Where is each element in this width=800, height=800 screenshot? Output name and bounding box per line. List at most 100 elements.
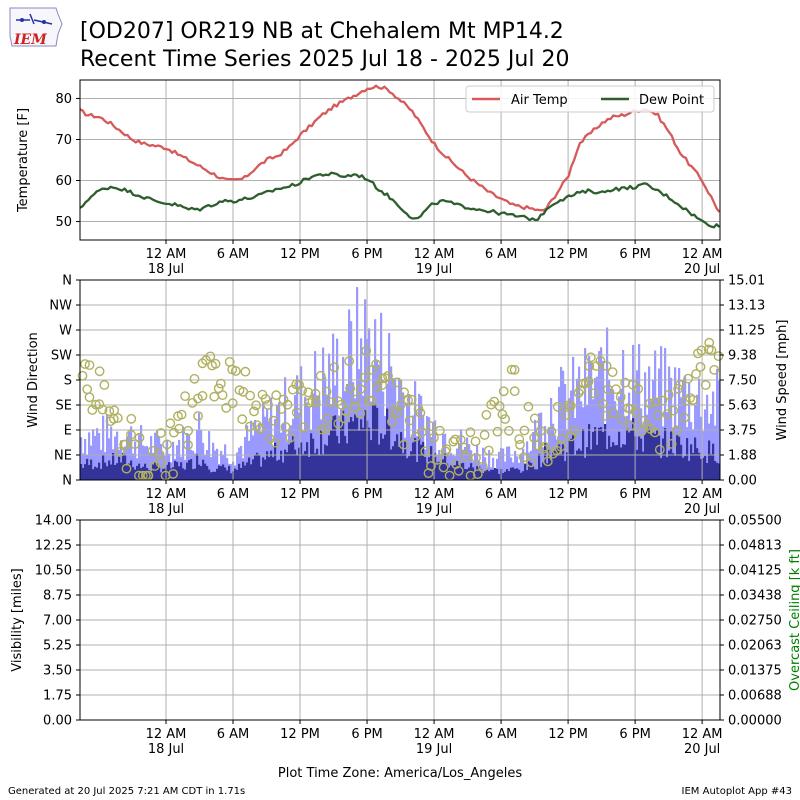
speed-bar-45	[170, 468, 173, 480]
speed-bar-8	[96, 467, 99, 480]
speed-bar-175	[430, 446, 433, 480]
gust-bar-49	[178, 440, 181, 480]
wind-dir-tick-label-0: N	[62, 474, 72, 489]
temperature-ytick-label-3: 80	[55, 92, 72, 107]
gust-bar-67	[214, 450, 217, 480]
speed-bar-94	[268, 457, 271, 480]
speed-bar-57	[194, 468, 197, 480]
ceiling-tick-label-1: 0.00688	[728, 689, 782, 704]
speed-bar-271	[622, 444, 625, 480]
speed-bar-63	[206, 466, 209, 480]
direction-point-242	[671, 425, 682, 436]
speed-bar-293	[666, 457, 669, 480]
speed-bar-205	[490, 469, 493, 480]
speed-bar-269	[618, 431, 621, 480]
gust-bar-241	[562, 370, 565, 480]
speed-bar-104	[288, 444, 291, 480]
wind-direction-label: Wind Direction	[26, 332, 41, 428]
speed-bar-299	[678, 436, 681, 480]
speed-bar-180	[440, 463, 443, 480]
direction-point-188	[538, 444, 548, 454]
speed-bar-249	[578, 448, 581, 480]
speed-bar-169	[418, 437, 421, 480]
speed-bar-286	[652, 432, 655, 480]
ceiling-tick-label-5: 0.03438	[728, 589, 782, 604]
temperature-ytick-label-0: 50	[55, 215, 72, 230]
speed-bar-99	[278, 459, 281, 480]
speed-bar-133	[346, 443, 349, 480]
speed-bar-316	[712, 443, 715, 480]
gust-bar-31	[142, 445, 145, 480]
speed-bar-113	[306, 442, 309, 480]
direction-point-254	[700, 380, 711, 390]
gust-bar-42	[164, 455, 167, 480]
speed-bar-62	[204, 463, 207, 480]
gust-bar-214	[508, 446, 511, 480]
visibility-tick-label-3: 5.25	[43, 639, 72, 654]
gust-bar-164	[408, 394, 411, 480]
speed-bar-185	[450, 465, 453, 480]
direction-point-218	[611, 384, 621, 394]
speed-bar-96	[272, 457, 275, 480]
speed-bar-91	[262, 457, 265, 480]
direction-point-108	[341, 406, 351, 417]
gust-bar-176	[432, 422, 435, 480]
gust-bar-206	[492, 457, 495, 480]
direction-point-6	[91, 399, 101, 410]
speed-bar-19	[118, 455, 121, 480]
direction-point-253	[696, 345, 707, 356]
speed-bar-35	[150, 471, 153, 480]
direction-point-258	[709, 364, 720, 375]
gust-bar-260	[600, 347, 603, 480]
speed-bar-172	[424, 457, 427, 480]
speed-bar-16	[112, 453, 115, 480]
wind-xtick-date-0: 18 Jul	[148, 502, 184, 517]
gust-bar-279	[638, 344, 641, 480]
speed-bar-12	[104, 462, 107, 480]
speed-bar-189	[458, 464, 461, 480]
speed-bar-301	[682, 457, 685, 480]
direction-point-158	[465, 427, 476, 438]
visibility-tick-label-4: 7.00	[43, 614, 72, 629]
speed-bar-107	[294, 449, 297, 480]
speed-bar-216	[512, 467, 515, 480]
direction-point-144	[428, 432, 439, 443]
direction-point-140	[420, 446, 431, 457]
speed-bar-117	[314, 453, 317, 480]
direction-point-235	[653, 410, 663, 420]
speed-bar-88	[256, 452, 259, 480]
gust-bar-197	[474, 453, 477, 480]
gust-bar-68	[216, 448, 219, 480]
speed-bar-291	[662, 438, 665, 480]
wind-direction-markers	[77, 337, 724, 481]
gust-bar-167	[414, 381, 417, 480]
speed-bar-2	[84, 464, 87, 480]
direction-point-252	[695, 361, 706, 372]
speed-bar-221	[522, 471, 525, 480]
app-note: IEM Autoplot App #43	[682, 786, 792, 797]
speed-bar-97	[274, 442, 277, 480]
direction-point-133	[403, 395, 413, 406]
gust-bar-134	[348, 309, 351, 480]
speed-bar-5	[90, 459, 93, 480]
gust-bar-108	[296, 375, 299, 480]
speed-bar-112	[304, 450, 307, 480]
gust-bar-13	[106, 414, 109, 480]
ceiling-tick-label-8: 0.05500	[728, 514, 782, 529]
speed-bar-121	[322, 454, 325, 480]
gust-bar-209	[498, 451, 501, 480]
speed-bar-260	[600, 427, 603, 480]
direction-point-194	[552, 401, 563, 412]
gust-bar-102	[284, 377, 287, 480]
direction-point-239	[663, 389, 674, 400]
wind-speed-tick-label-1: 1.88	[728, 449, 757, 464]
speed-bar-309	[698, 452, 701, 480]
ceiling-ticks: 0.00000 0.00688 0.01375 0.02063 0.02750 0.034…	[720, 514, 782, 729]
speed-bar-141	[362, 427, 365, 480]
speed-bar-319	[718, 463, 721, 480]
wind-speed-tick-label-5: 9.38	[728, 349, 757, 364]
speed-bar-240	[560, 454, 563, 480]
direction-point-157	[460, 451, 471, 462]
chart-title: [OD207] OR219 NB at Chehalem Mt MP14.2	[80, 19, 564, 44]
speed-bar-182	[444, 453, 447, 480]
